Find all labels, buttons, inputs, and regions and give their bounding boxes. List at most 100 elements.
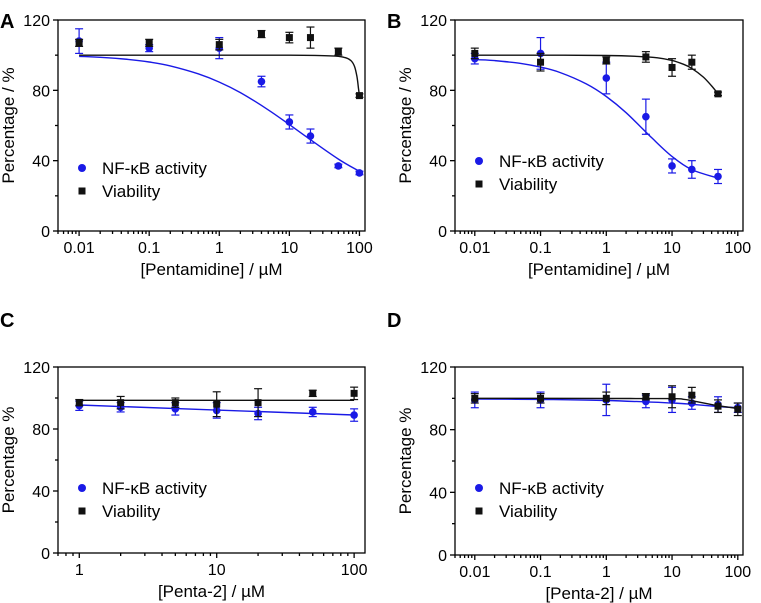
data-point <box>213 400 221 408</box>
y-tick-label: 80 <box>32 422 50 439</box>
x-tick-label: 10 <box>663 240 681 257</box>
data-point <box>537 58 545 66</box>
panel-letter: D <box>387 310 401 332</box>
legend: NF-κB activity Viability <box>78 159 207 201</box>
fit-curve <box>79 54 361 96</box>
x-tick-label: 0.01 <box>459 240 490 257</box>
legend: NF-κB activity Viability <box>475 152 604 194</box>
y-axis-title: Percentage / % <box>396 67 415 183</box>
x-axis-title: [Pentamidine] / µM <box>140 260 282 279</box>
data-point <box>602 74 611 82</box>
panel-letter: A <box>0 11 14 33</box>
data-point <box>714 402 722 410</box>
data-point <box>642 112 650 121</box>
legend-marker-square <box>475 507 483 515</box>
axis-frame <box>57 366 366 554</box>
legend-marker-circle <box>78 484 86 492</box>
x-tick-label: 100 <box>341 562 368 579</box>
y-tick-label: 40 <box>32 154 50 171</box>
legend-marker-square <box>78 187 86 195</box>
data-point <box>75 399 83 407</box>
data-point <box>215 41 223 49</box>
data-point <box>668 162 676 170</box>
data-point <box>254 399 262 407</box>
x-tick-label: 0.1 <box>529 240 551 257</box>
y-tick-label: 120 <box>420 13 447 30</box>
y-tick-label: 0 <box>438 224 447 241</box>
data-point <box>602 56 610 64</box>
panel-a: A 0.01 0.1 1 10 100 0 40 80 120 [Pentamidine] / µM… <box>0 11 373 279</box>
series-viability <box>470 385 742 417</box>
y-axis-title: Percentage % <box>0 407 18 514</box>
data-point <box>355 92 363 100</box>
x-tick-label: 1 <box>75 562 84 579</box>
y-tick-label: 0 <box>438 548 447 565</box>
legend-label: Viability <box>499 175 558 194</box>
data-point <box>688 165 696 174</box>
series-nfkb-activity <box>470 36 723 185</box>
data-point <box>350 389 358 397</box>
x-tick-label: 0.1 <box>138 240 160 257</box>
data-point <box>688 58 696 66</box>
y-axis-title: Percentage / % <box>0 67 18 183</box>
y-tick-label: 80 <box>429 83 447 100</box>
data-point <box>306 34 314 42</box>
y-axis-title: Percentage % <box>396 408 415 515</box>
y-tick-label: 40 <box>32 484 50 501</box>
data-point <box>688 391 696 399</box>
x-tick-label: 10 <box>208 562 226 579</box>
data-point <box>145 39 153 47</box>
series-viability <box>75 386 359 418</box>
data-point <box>334 48 342 56</box>
data-point <box>714 172 722 181</box>
legend-marker-circle <box>475 157 483 165</box>
x-tick-label: 0.01 <box>64 240 95 257</box>
axis-frame <box>454 366 744 556</box>
x-tick-label: 10 <box>280 240 298 257</box>
panel-d: D 0.01 0.1 1 10 100 0 40 80 120 [Penta-2] / µM Perc… <box>387 310 751 603</box>
data-point <box>75 39 83 47</box>
data-point <box>285 118 294 126</box>
x-tick-label: 100 <box>724 240 751 257</box>
data-point <box>714 90 722 98</box>
y-tick-label: 120 <box>23 13 50 30</box>
data-point <box>334 162 343 170</box>
data-point <box>308 408 317 416</box>
y-tick-label: 80 <box>32 83 50 100</box>
data-point <box>602 394 610 402</box>
x-tick-label: 100 <box>724 564 751 581</box>
x-axis-title: [Pentamidine] / µM <box>528 260 670 279</box>
series-nfkb-activity <box>75 28 364 177</box>
data-point <box>285 34 293 42</box>
x-tick-label: 0.01 <box>459 564 490 581</box>
fit-curve <box>79 55 360 173</box>
y-tick-label: 40 <box>429 154 447 171</box>
data-point <box>306 132 315 140</box>
x-tick-label: 1 <box>602 240 611 257</box>
x-tick-label: 1 <box>602 564 611 581</box>
legend: NF-κB activity Viability <box>475 479 604 521</box>
x-tick-label: 0.1 <box>529 564 551 581</box>
data-point <box>642 393 650 401</box>
axis-frame <box>454 19 744 232</box>
legend-label: NF-κB activity <box>102 159 207 178</box>
y-tick-label: 120 <box>420 360 447 377</box>
legend-label: NF-κB activity <box>102 479 207 498</box>
data-point <box>668 393 676 401</box>
y-tick-label: 0 <box>41 224 50 241</box>
data-point <box>642 53 650 61</box>
data-point <box>309 389 317 397</box>
data-point <box>350 411 358 419</box>
data-point <box>171 399 179 407</box>
panel-c: C 1 10 100 0 40 80 120 [Penta-2] / µM Percentage … <box>0 310 368 601</box>
y-tick-label: 120 <box>23 360 50 377</box>
data-point <box>471 394 479 402</box>
data-point <box>117 399 125 407</box>
legend-marker-square <box>78 507 86 515</box>
fit-curve <box>474 58 719 179</box>
x-tick-label: 1 <box>215 240 224 257</box>
panel-letter: C <box>0 310 14 332</box>
legend-marker-circle <box>475 484 483 492</box>
legend-marker-square <box>475 180 483 188</box>
data-point <box>355 169 364 177</box>
